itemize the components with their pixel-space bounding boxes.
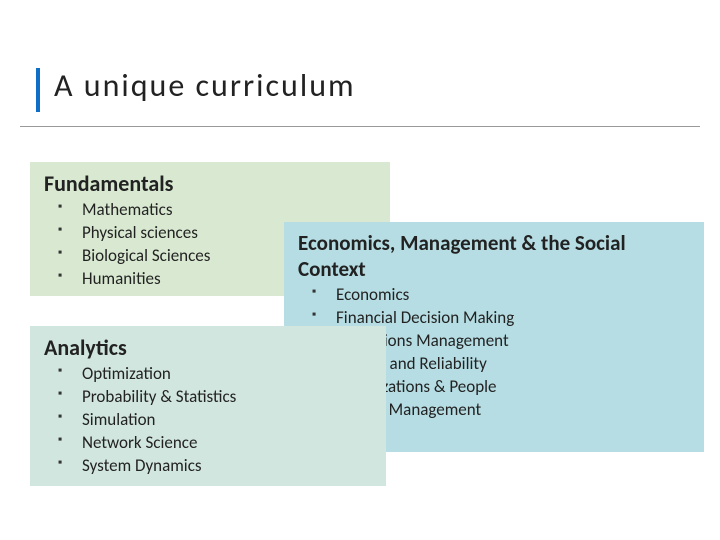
list-item: Economics — [320, 284, 690, 307]
list-item: Optimization — [66, 363, 372, 386]
title-accent-bar — [36, 68, 40, 112]
section-heading: Analytics — [44, 334, 372, 361]
list-item: System Dynamics — [66, 455, 372, 478]
list-item: Simulation — [66, 409, 372, 432]
section-heading: Fundamentals — [44, 170, 376, 197]
section-heading: Economics, Management & the Social Conte… — [298, 230, 690, 282]
page-title: A unique curriculum — [54, 66, 356, 105]
list-item: Network Science — [66, 432, 372, 455]
section-analytics: Analytics Optimization Probability & Sta… — [30, 326, 386, 486]
section-list: Optimization Probability & Statistics Si… — [44, 363, 372, 478]
list-item: Probability & Statistics — [66, 386, 372, 409]
title-rule — [20, 126, 700, 127]
list-item: Mathematics — [66, 199, 376, 222]
